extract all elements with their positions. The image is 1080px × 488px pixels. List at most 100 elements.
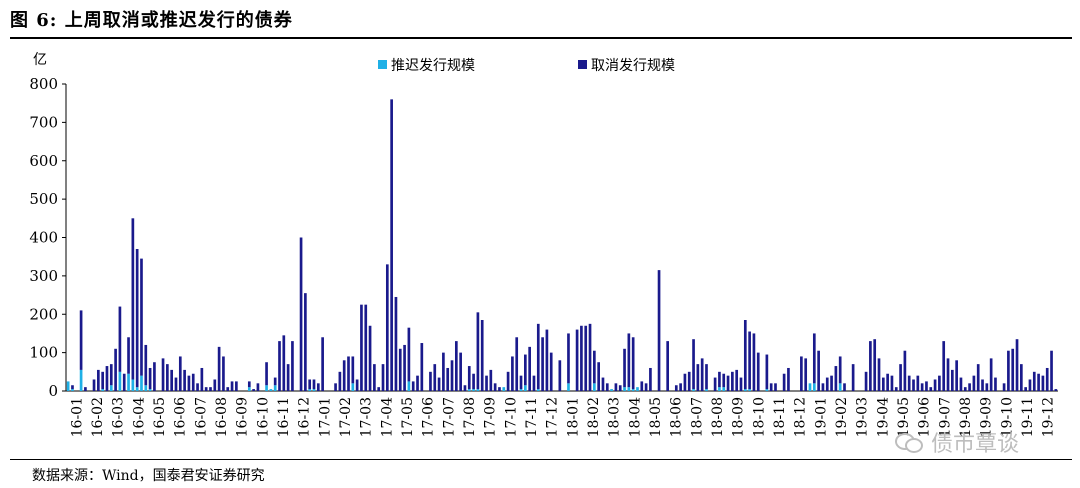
x-tick-label: 17-02 [338,397,354,437]
bar-cancelled [403,344,406,391]
legend: 推迟发行规模 取消发行规模 [378,58,675,74]
bar-cancelled [692,339,695,390]
legend-swatch-postponed [378,60,387,69]
bar-cancelled [485,375,488,391]
bar-cancelled [756,352,760,391]
x-tick-label: 18-05 [648,397,664,437]
bar-cancelled [489,369,493,391]
x-tick-label: 19-05 [896,397,912,437]
x-tick-label: 17-04 [379,397,395,437]
bar-cancelled [235,381,238,391]
x-tick-label: 17-12 [545,397,561,437]
bar-cancelled [291,341,294,391]
bar-cancelled [278,341,281,391]
bar-cancelled [718,371,721,388]
bar-cancelled [476,312,480,390]
bar-postponed [519,389,523,391]
bar-cancelled [959,377,963,391]
bar-postponed [467,389,471,391]
wechat-icon [895,431,925,453]
bar-cancelled [627,333,631,388]
bar-cancelled [679,383,682,391]
bar-cancelled [545,329,549,391]
bar-cancelled [265,362,268,386]
bar-cancelled [416,375,419,391]
legend-label-postponed: 推迟发行规模 [391,58,475,74]
bar-cancelled [929,387,933,391]
bar-cancelled [549,352,553,391]
bar-cancelled [493,383,497,391]
x-tick-label: 19-10 [999,397,1015,437]
bar-postponed [109,385,113,391]
bar-cancelled [683,373,687,391]
x-tick-label: 16-01 [69,397,85,437]
x-tick-label: 18-03 [607,397,623,437]
bar-cancelled [524,354,527,386]
bar-cancelled [217,346,221,391]
x-tick-label: 19-09 [979,397,995,437]
bar-cancelled [101,371,104,390]
bar-postponed [351,383,355,391]
x-tick-label: 18-07 [689,397,705,437]
bar-postponed [140,375,143,391]
bar-cancelled [1024,387,1027,391]
bar-cancelled [838,356,842,384]
bar-cancelled [109,364,113,386]
legend-label-cancelled: 取消发行规模 [591,58,675,74]
bar-postponed [265,385,268,391]
bar-cancelled [752,333,756,391]
bar-cancelled [420,343,424,391]
bar-cancelled [674,385,678,391]
bar-cancelled [881,377,885,391]
bar-cancelled [148,367,152,390]
bar-postponed [127,373,130,391]
bar-cancelled [252,389,255,391]
bar-cancelled [774,383,777,391]
bar-cancelled [92,379,96,391]
x-tick-label: 18-11 [772,397,788,437]
bar-cancelled [687,371,691,391]
bar-cancelled [226,387,230,391]
bar-cancelled [631,337,635,390]
bar-cancelled [334,383,337,391]
bar-postponed [627,387,631,391]
bar-cancelled [407,327,411,382]
watermark-text: 债市覃谈 [931,432,1020,457]
bar-cancelled [1002,383,1006,391]
legend-swatch-cancelled [578,60,587,69]
bar-cancelled [498,387,501,391]
x-tick-label: 19-03 [855,397,871,437]
x-tick-label: 16-09 [235,397,251,437]
bar-cancelled [1032,371,1036,391]
bar-postponed [407,381,411,391]
bar-cancelled [1050,350,1053,391]
source-note: 数据来源：Wind，国泰君安证券研究 [32,468,265,484]
bar-cancelled [467,366,471,390]
x-tick-label: 17-11 [524,397,540,437]
bar-cancelled [398,348,402,391]
bar-postponed [148,389,152,391]
bar-postponed [593,383,596,391]
bar-postponed [79,369,83,391]
bar-cancelled [196,383,199,391]
bar-cancelled [864,371,868,391]
bar-cancelled [614,383,618,391]
bar-cancelled [593,350,596,384]
bar-postponed [273,385,277,391]
bar-cancelled [385,264,389,391]
bar-cancelled [140,258,143,376]
x-tick-label: 17-03 [359,397,375,437]
bar-cancelled [209,387,212,391]
bar-cancelled [942,341,946,391]
bar-cancelled [994,377,997,391]
bar-cancelled [472,373,475,390]
bar-cancelled [135,249,139,388]
bar-postponed [524,385,527,391]
bar-postponed [118,371,122,391]
bar-cancelled [955,360,958,391]
bar-cancelled [976,364,980,391]
bar-cancelled [575,329,579,391]
source-rule [10,459,1072,460]
bar-postponed [269,389,273,391]
bar-cancelled [644,383,648,391]
